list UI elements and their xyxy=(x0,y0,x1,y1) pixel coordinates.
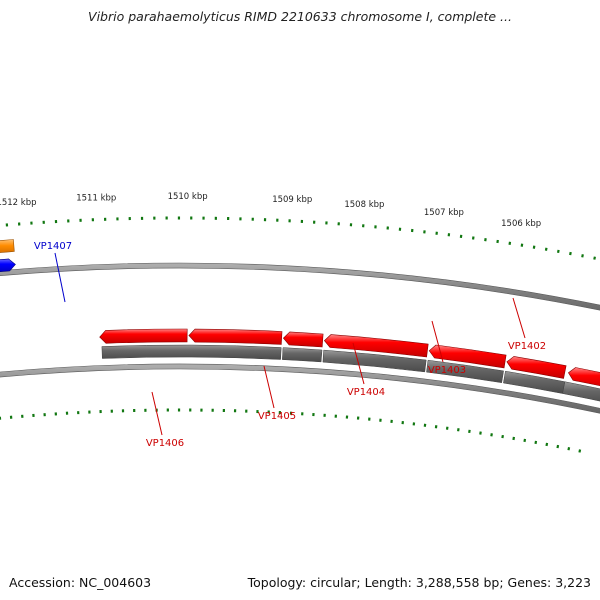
ruler-position-label: 1511 kbp xyxy=(76,194,116,204)
gene-leader-line xyxy=(54,252,66,303)
cds-arrow-reverse[interactable] xyxy=(282,331,324,348)
ruler-position-label: 1508 kbp xyxy=(344,200,384,210)
ruler-position-label: 1507 kbp xyxy=(424,208,464,218)
gene-label-vp1407[interactable]: VP1407 xyxy=(34,241,72,252)
gene-bar xyxy=(322,349,427,373)
backbone-strand-inner xyxy=(0,363,600,414)
highlighted-feature[interactable] xyxy=(0,239,15,256)
cds-arrow-reverse[interactable] xyxy=(428,344,507,369)
gene-bars xyxy=(101,344,600,402)
ruler-tick xyxy=(544,247,548,251)
gene-leader-line xyxy=(151,391,163,436)
ruler-tick xyxy=(512,436,516,441)
cds-arrow-reverse[interactable] xyxy=(188,328,283,345)
ruler-position-label: 1510 kbp xyxy=(168,192,208,202)
ruler-tick xyxy=(567,447,571,451)
cds-arrow-reverse[interactable] xyxy=(567,367,600,391)
backbone-strand-outer xyxy=(0,262,600,311)
gene-bar xyxy=(426,359,504,383)
ruler-tick xyxy=(556,444,560,449)
inner-ruler-ticks xyxy=(0,408,582,453)
gene-bar xyxy=(101,344,282,360)
ruler-tick xyxy=(581,254,584,258)
cds-arrow-reverse[interactable] xyxy=(506,356,567,379)
outer-ruler-ticks xyxy=(5,216,596,260)
gene-leader-line xyxy=(352,342,365,385)
labels: 1506 kbp 1507 kbp 1508 kbp 1509 kbp 1510 kbp… xyxy=(0,192,546,449)
ruler-tick xyxy=(556,249,560,254)
gene-bar xyxy=(282,347,323,363)
ruler-tick xyxy=(523,438,527,443)
gene-leader-line xyxy=(431,320,444,363)
gene-leader-line xyxy=(512,297,526,339)
ruler-position-label: 1509 kbp xyxy=(272,195,312,205)
feature-arrows xyxy=(0,239,600,391)
ruler-position-label: 1512 kbp xyxy=(0,198,37,208)
gene-label-vp1404[interactable]: VP1404 xyxy=(347,387,385,398)
gene-label-vp1406[interactable]: VP1406 xyxy=(146,438,184,449)
genome-summary-text: Topology: circular; Length: 3,288,558 bp… xyxy=(247,575,591,590)
ruler-tick xyxy=(534,440,538,445)
gene-leader-line xyxy=(263,365,275,409)
accession-text: Accession: NC_004603 xyxy=(9,575,152,590)
sequence-backbone xyxy=(0,262,600,414)
gene-bar xyxy=(503,370,566,394)
cds-arrow-forward[interactable] xyxy=(0,258,16,274)
ruler-tick xyxy=(593,256,596,260)
cds-arrow-reverse[interactable] xyxy=(323,334,429,358)
ruler-tick xyxy=(569,251,572,256)
gene-bar xyxy=(562,381,600,402)
map-title: Vibrio parahaemolyticus RIMD 2210633 chr… xyxy=(88,9,512,24)
ruler-tick xyxy=(578,449,582,453)
gene-label-vp1405[interactable]: VP1405 xyxy=(258,411,296,422)
ruler-tick xyxy=(545,442,549,447)
ruler-ticks xyxy=(0,216,596,453)
gene-label-vp1403[interactable]: VP1403 xyxy=(428,365,466,376)
gene-label-vp1402[interactable]: VP1402 xyxy=(508,341,546,352)
ruler-position-label: 1506 kbp xyxy=(501,219,541,229)
cds-arrow-reverse[interactable] xyxy=(99,328,188,344)
